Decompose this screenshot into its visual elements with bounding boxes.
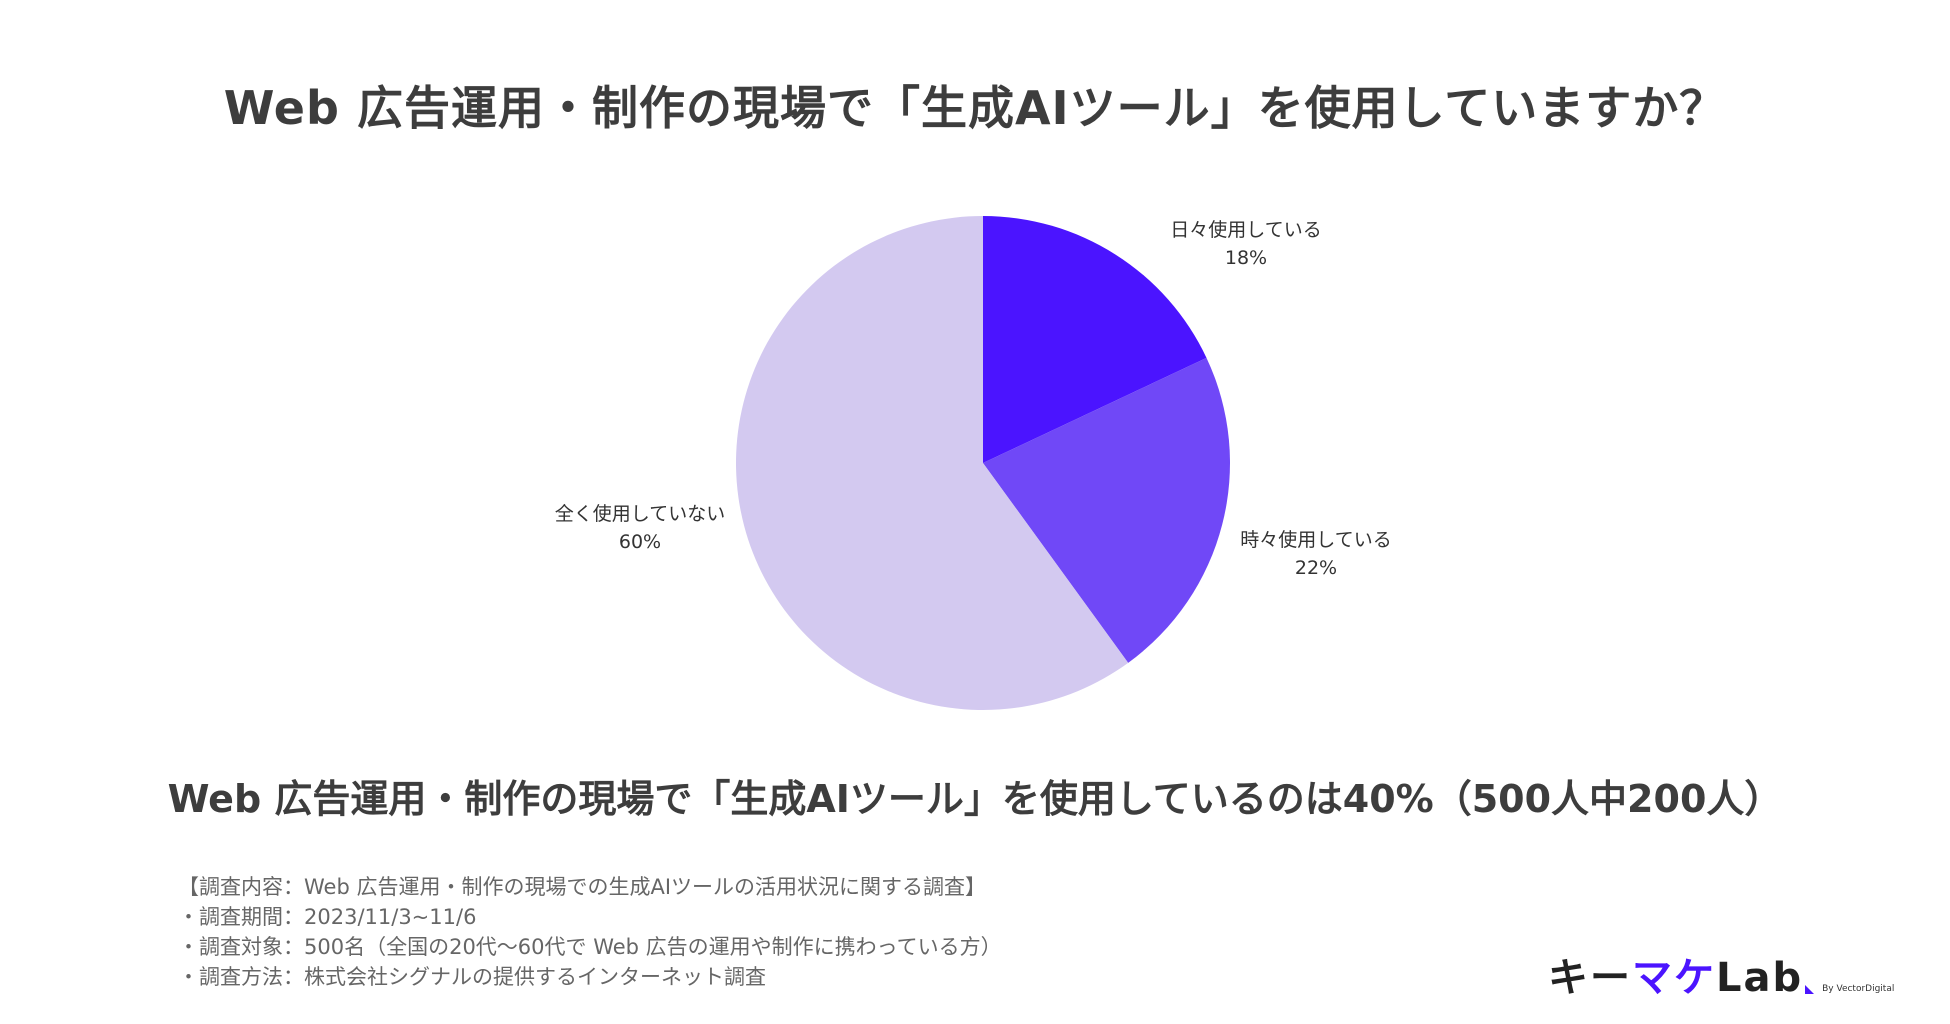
conclusion-text: Web 広告運用・制作の現場で「生成AIツール」を使用しているのは40%（500… xyxy=(167,777,1783,821)
logo-text-part1: キー xyxy=(1548,955,1632,1001)
logo-byline: By VectorDigital xyxy=(1822,984,1895,994)
slice-label: 日々使用している xyxy=(1170,219,1321,241)
slice-value-label: 60% xyxy=(619,531,661,553)
logo-mark-icon xyxy=(1805,985,1815,994)
logo-text-part3: Lab xyxy=(1716,955,1804,1001)
pie-slices xyxy=(736,216,1230,710)
survey-note-content: 【調査内容：Web 広告運用・制作の現場での生成AIツールの活用状況に関する調査… xyxy=(178,875,987,899)
brand-logo: キーマケLab By VectorDigital xyxy=(1548,952,1894,1000)
pie-slice xyxy=(983,216,1207,463)
survey-note-period: ・調査期間：2023/11/3~11/6 xyxy=(178,905,477,929)
pie-labels: 日々使用している 18% 時々使用している 22% 全く使用していない 60% xyxy=(555,219,1392,579)
survey-notes: 【調査内容：Web 広告運用・制作の現場での生成AIツールの活用状況に関する調査… xyxy=(178,872,1002,992)
survey-note-method: ・調査方法：株式会社シグナルの提供するインターネット調査 xyxy=(178,965,766,989)
slice-label: 全く使用していない xyxy=(555,503,725,525)
chart-title: Web 広告運用・制作の現場で「生成AIツール」を使用していますか？ xyxy=(223,81,1727,135)
logo-text-part2: マケ xyxy=(1632,955,1716,1001)
pie-slice xyxy=(736,216,1129,710)
survey-note-target: ・調査対象：500名（全国の20代〜60代で Web 広告の運用や制作に携わって… xyxy=(178,935,1002,959)
pie-slice xyxy=(983,357,1230,663)
slice-value-label: 18% xyxy=(1225,247,1267,269)
slice-label: 時々使用している xyxy=(1240,529,1391,551)
slice-value-label: 22% xyxy=(1295,557,1337,579)
